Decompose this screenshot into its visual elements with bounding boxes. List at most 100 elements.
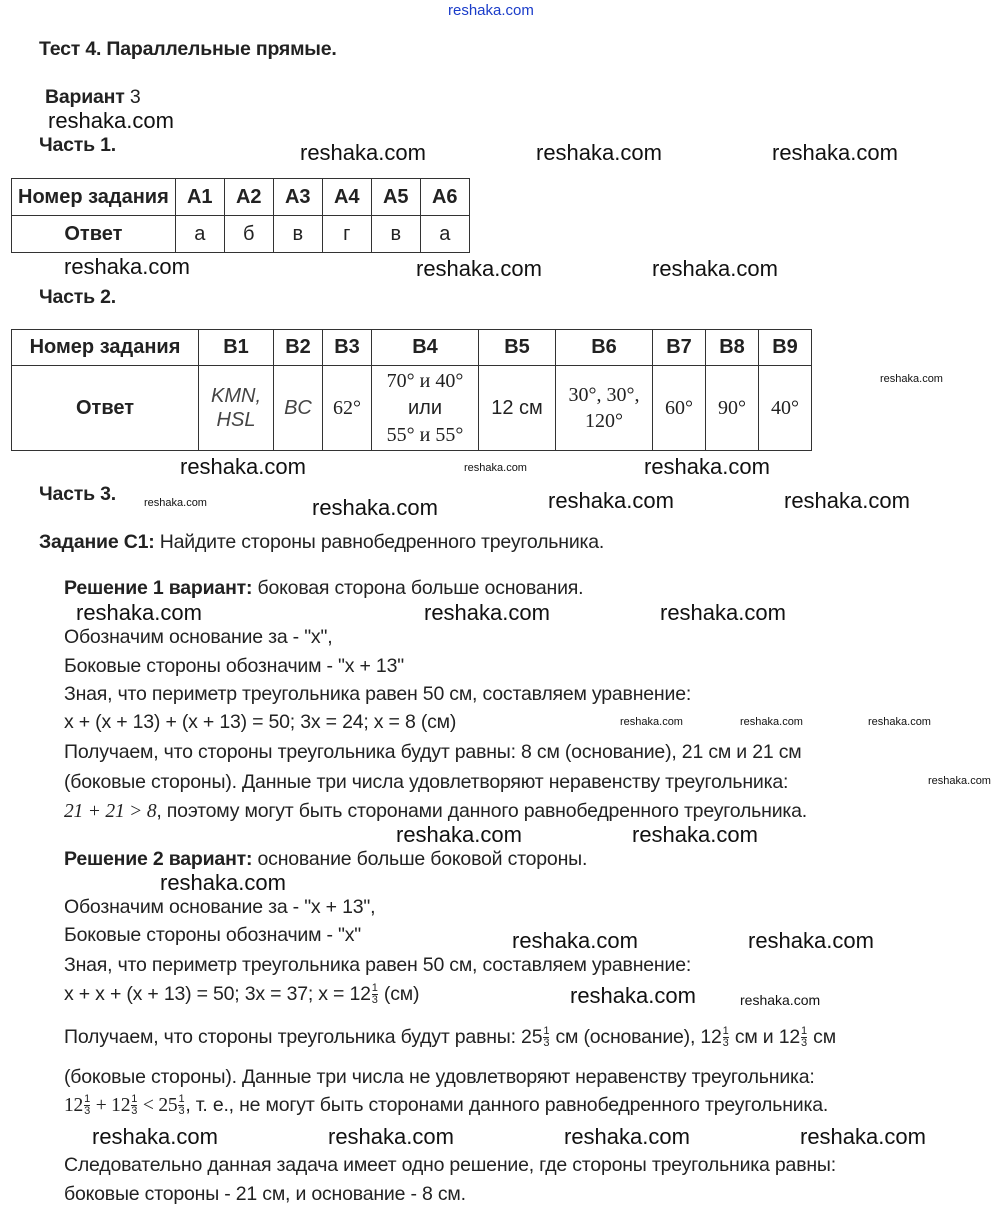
page-title: Тест 4. Параллельные прямые. [39,38,337,60]
watermark: reshaka.com [160,870,286,895]
watermark: reshaka.com [300,140,426,165]
watermark: reshaka.com [748,928,874,953]
watermark: reshaka.com [548,488,674,513]
denominator: 3 [131,1105,138,1118]
text-line: (боковые стороны). Данные три числа удов… [64,771,789,793]
math: 12 [64,1095,84,1116]
numerator: 1 [84,1093,91,1107]
part1-table: Номер задания A1 A2 A3 A4 A5 A6 Ответ а … [11,178,470,253]
watermark: reshaka.com [928,775,991,787]
answer-cell-b8: 90° [705,365,759,451]
task-cell: B8 [705,329,759,366]
part1-heading: Часть 1. [39,134,117,156]
answer-cell-b4: 70° и 40° или 55° и 55° [371,365,479,451]
table-answer-row: Ответ а б в г в а [11,215,470,253]
answer-cell: б [223,215,274,253]
answer-line: 30°, 30°, [568,384,640,406]
watermark: reshaka.com [424,600,550,625]
denominator: 3 [371,994,378,1007]
watermark-top-link[interactable]: reshaka.com [448,2,534,19]
answer-line: 55° и 55° [386,423,464,446]
watermark: reshaka.com [48,108,174,133]
watermark: reshaka.com [180,454,306,479]
watermark: reshaka.com [396,822,522,847]
watermark: reshaka.com [144,497,207,509]
solution1-heading: Решение 1 вариант: боковая сторона больш… [64,577,584,599]
denominator: 3 [84,1105,91,1118]
answer-cell-b5: 12 см [478,365,556,451]
inequality-line: 21 + 21 > 8, поэтому могут быть сторонам… [64,800,807,823]
denominator: 3 [178,1105,185,1118]
text-line: Боковые стороны обозначим - "x + 13" [64,655,404,677]
watermark: reshaka.com [784,488,910,513]
answer-cell-b1: KMN, HSL [198,365,274,451]
numerator: 1 [801,1025,807,1039]
watermark: reshaka.com [644,454,770,479]
table-header-row: Номер задания B1 B2 B3 B4 B5 B6 B7 B8 B9 [11,329,812,366]
watermark: reshaka.com [660,600,786,625]
answer-line: 70° и 40° [386,369,464,392]
watermark: reshaka.com [632,822,758,847]
conclusion-line: Следовательно данная задача имеет одно р… [64,1154,836,1176]
equation-line: x + (x + 13) + (x + 13) = 50; 3x = 24; x… [64,711,457,733]
text-line: (боковые стороны). Данные три числа не у… [64,1066,815,1088]
answer-cell-b7: 60° [652,365,706,451]
task-cell: A6 [419,178,470,216]
text: см и 12 [734,1026,800,1048]
watermark: reshaka.com [880,373,943,385]
task-cell: B4 [371,329,479,366]
answer-line: 120° [585,410,623,432]
denominator: 3 [722,1037,729,1050]
task-c1: Задание С1: Найдите стороны равнобедренн… [39,531,604,553]
answer-label: Ответ [11,215,176,253]
answer-cell-b2: BC [273,365,323,451]
watermark: reshaka.com [800,1124,926,1149]
watermark: reshaka.com [328,1124,454,1149]
inequality-text: , т. е., не могут быть сторонами данного… [185,1094,829,1116]
answer-label: Ответ [11,365,199,451]
watermark: reshaka.com [564,1124,690,1149]
math: < 25 [138,1095,178,1116]
equation-line: x + x + (x + 13) = 50; 3x = 37; x = 12 1 3… [64,983,419,1006]
watermark: reshaka.com [740,716,803,728]
text: см (основание), 12 [555,1026,722,1048]
watermark: reshaka.com [464,462,527,474]
task-cell: A1 [174,178,225,216]
text-line: Боковые стороны обозначим - "x" [64,924,362,946]
numerator: 1 [543,1025,550,1039]
watermark: reshaka.com [620,716,683,728]
watermark: reshaka.com [772,140,898,165]
solution-label-text: основание больше боковой стороны. [257,848,588,870]
answer-line: или [407,396,442,419]
watermark: reshaka.com [64,254,190,279]
variant-heading: Вариант 3 [45,86,141,108]
text: см [813,1026,836,1048]
task-cell: B3 [322,329,372,366]
answer-line: KMN, [211,385,261,407]
task-cell: A4 [321,178,372,216]
task-cell: B5 [478,329,556,366]
task-cell: B9 [758,329,812,366]
text-line: Зная, что периметр треугольника равен 50… [64,954,692,976]
watermark: reshaka.com [536,140,662,165]
task-text: Найдите стороны равнобедренного треуголь… [159,531,605,553]
part2-table: Номер задания B1 B2 B3 B4 B5 B6 B7 B8 B9… [11,329,812,451]
numerator: 1 [722,1025,729,1039]
watermark: reshaka.com [652,256,778,281]
numerator: 1 [371,982,378,996]
watermark: reshaka.com [570,983,696,1008]
table-header-row: Номер задания A1 A2 A3 A4 A5 A6 [11,178,470,216]
variant-label: Вариант [45,86,125,108]
task-cell: B1 [198,329,274,366]
answer-cell: а [419,215,470,253]
answer-cell: в [370,215,421,253]
solution-label: Решение 1 вариант: [64,577,253,599]
text-line: Получаем, что стороны треугольника будут… [64,741,802,763]
task-cell: A5 [370,178,421,216]
